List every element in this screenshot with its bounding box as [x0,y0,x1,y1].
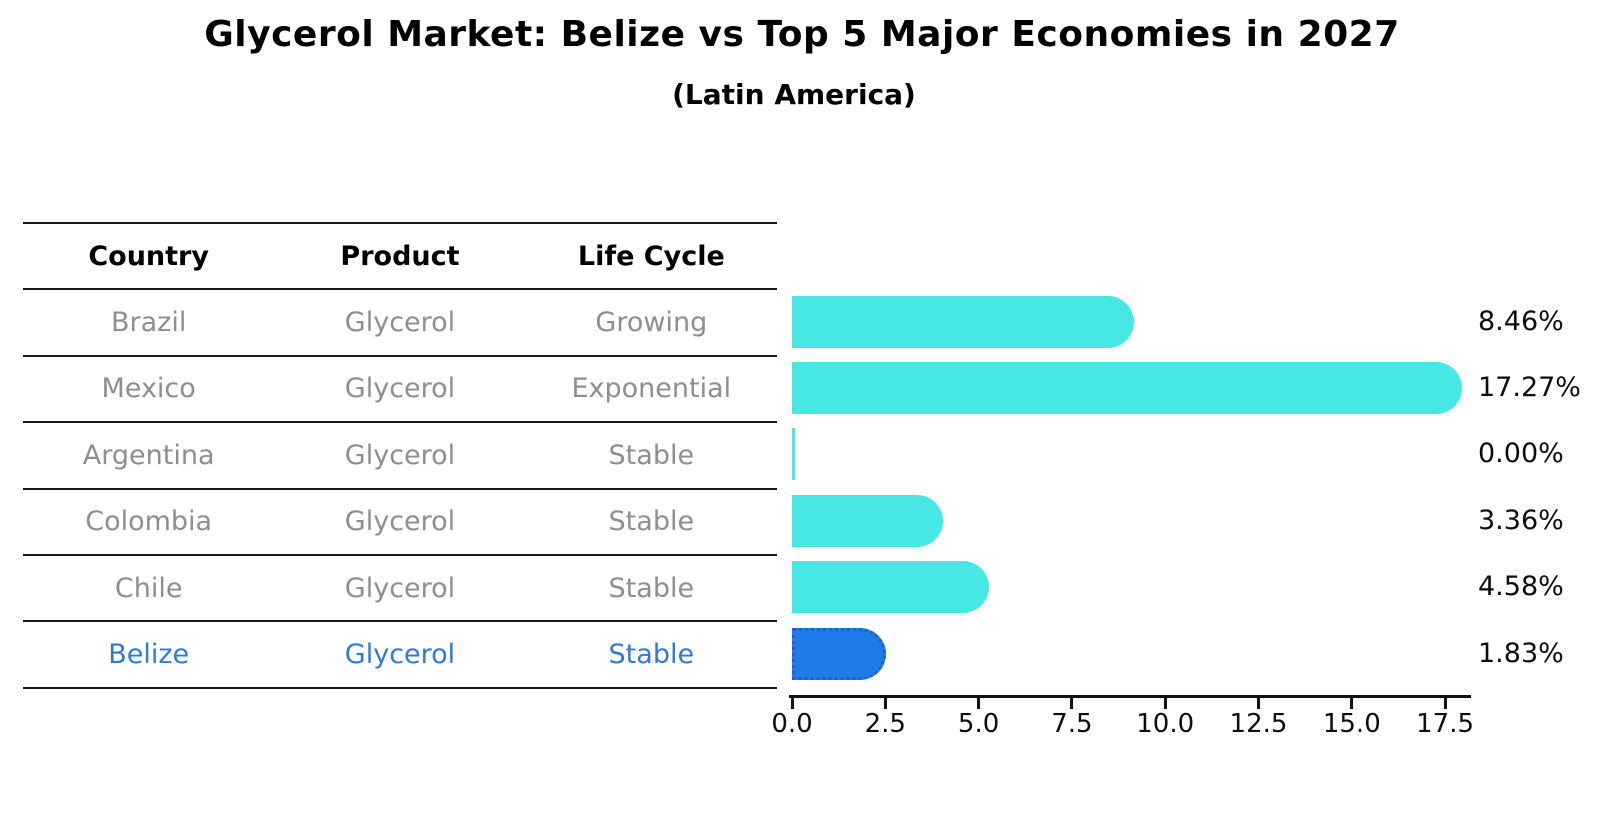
bar-belize [792,627,887,680]
life-cycle-cell: Growing [595,307,708,339]
table-header-cell-product: Product [340,240,460,272]
table-row-brazil: Brazil Glycerol Growing [23,290,777,357]
x-axis-tick-7.5 [1070,698,1074,709]
country-table: Country Product Life Cycle Brazil Glycerol G… [23,222,777,689]
value-label-colombia: 3.36% [1478,504,1564,536]
x-axis-tick-0.0 [790,698,794,709]
x-axis-tick-15.0 [1350,698,1354,709]
x-axis-line [789,695,1471,698]
value-label-brazil: 8.46% [1478,305,1564,337]
life-cycle-cell: Exponential [571,373,732,405]
country-cell: Belize [108,639,190,671]
product-cell: Glycerol [344,373,456,405]
x-axis-tick-label-15.0: 15.0 [1322,709,1381,739]
product-cell: Glycerol [344,572,456,604]
country-cell: Chile [114,572,183,604]
x-axis-tick-label-17.5: 17.5 [1416,709,1475,739]
x-axis-tick-label-7.5: 7.5 [1051,709,1093,739]
bar-chile [792,561,989,614]
bar-brazil [792,295,1134,348]
table-header-row: Country Product Life Cycle [23,224,777,291]
bar-mexico [792,362,1463,414]
country-cell: Mexico [101,373,196,405]
country-cell: Brazil [110,307,187,339]
table-header-cell-country: Country [88,240,209,272]
x-axis-tick-label-12.5: 12.5 [1229,709,1288,739]
chart-subtitle: (Latin America) [672,78,916,111]
product-cell: Glycerol [344,307,456,339]
life-cycle-cell: Stable [608,506,695,538]
table-row-belize: Belize Glycerol Stable [23,622,777,689]
product-cell: Glycerol [344,639,456,671]
x-axis-tick-label-10.0: 10.0 [1136,709,1195,739]
bar-argentina [792,428,795,481]
x-axis-tick-5.0 [977,698,981,709]
x-axis-tick-label-2.5: 2.5 [864,709,906,739]
x-axis-tick-label-0.0: 0.0 [771,709,813,739]
x-axis-tick-10.0 [1163,698,1167,709]
table-header-cell-life-cycle: Life Cycle [577,240,725,272]
value-label-chile: 4.58% [1478,571,1564,603]
x-axis-tick-2.5 [883,698,887,709]
value-label-argentina: 0.00% [1478,438,1564,470]
value-label-belize: 1.83% [1478,637,1564,669]
bar-colombia [792,494,944,547]
x-axis-tick-17.5 [1443,698,1447,709]
life-cycle-cell: Stable [608,572,695,604]
x-axis-tick-label-5.0: 5.0 [957,709,1000,739]
life-cycle-cell: Stable [608,439,695,471]
table-row-chile: Chile Glycerol Stable [23,556,777,623]
chart-title: Glycerol Market: Belize vs Top 5 Major E… [204,14,1400,55]
product-cell: Glycerol [344,439,456,471]
product-cell: Glycerol [344,506,456,538]
life-cycle-cell: Stable [608,639,695,671]
country-cell: Colombia [85,506,213,538]
country-cell: Argentina [82,439,215,471]
table-row-colombia: Colombia Glycerol Stable [23,490,777,556]
value-label-mexico: 17.27% [1478,372,1581,403]
x-axis-tick-12.5 [1257,698,1260,709]
table-row-argentina: Argentina Glycerol Stable [23,423,777,490]
table-row-mexico: Mexico Glycerol Exponential [23,357,777,424]
